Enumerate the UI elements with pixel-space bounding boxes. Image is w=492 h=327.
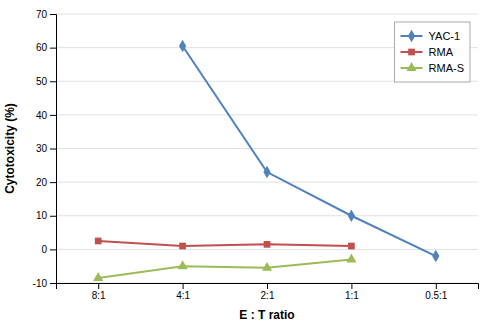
marker xyxy=(95,238,102,245)
x-tick-mark xyxy=(183,283,184,289)
y-tick: 40 xyxy=(36,110,56,121)
marker xyxy=(432,250,439,262)
marker xyxy=(264,241,271,248)
x-tick: 4:1 xyxy=(176,283,190,301)
grid xyxy=(56,14,478,283)
line xyxy=(98,241,351,246)
y-tick: 60 xyxy=(36,42,56,53)
y-tick-mark xyxy=(50,249,56,250)
y-tick-label: 40 xyxy=(36,110,48,121)
legend-item: RMA-S xyxy=(401,62,464,74)
marker xyxy=(348,210,355,222)
x-tick: 1:1 xyxy=(345,283,359,301)
x-tick-label: 2:1 xyxy=(261,290,275,301)
y-tick-mark xyxy=(50,115,56,116)
y-tick-mark xyxy=(50,48,56,49)
y-tick-mark xyxy=(50,149,56,150)
x-axis-title: E : T ratio xyxy=(239,308,294,322)
legend-item: YAC-1 xyxy=(401,30,461,42)
legend-marker xyxy=(406,62,416,71)
x-tick-mark xyxy=(436,283,437,289)
x-tick-mark xyxy=(267,283,268,289)
y-tick-mark xyxy=(50,283,56,284)
legend-label: YAC-1 xyxy=(429,30,461,42)
y-tick-label: 10 xyxy=(36,210,48,221)
grid-line xyxy=(56,114,478,115)
x-tick-mark xyxy=(351,283,352,289)
grid-line xyxy=(56,148,478,149)
y-axis-line xyxy=(50,15,57,284)
y-tick: 30 xyxy=(36,143,56,154)
y-tick: 50 xyxy=(36,76,56,87)
grid-line xyxy=(56,14,478,15)
y-tick: -10 xyxy=(33,278,56,289)
y-tick: 70 xyxy=(36,9,56,20)
y-tick-label: 70 xyxy=(36,9,48,20)
legend-label: RMA-S xyxy=(429,62,464,74)
y-tick-mark xyxy=(50,14,56,15)
marker xyxy=(348,243,355,250)
grid-line xyxy=(56,215,478,216)
x-tick-label: 0.5:1 xyxy=(425,290,448,301)
y-tick-label: 60 xyxy=(36,42,48,53)
line xyxy=(98,259,351,277)
legend-item: RMA xyxy=(401,46,454,58)
legend-label: RMA xyxy=(429,46,454,58)
grid-line xyxy=(56,182,478,183)
y-tick-label: 20 xyxy=(36,177,48,188)
marker xyxy=(93,272,103,281)
x-tick: 8:1 xyxy=(92,283,106,301)
x-tick-label: 4:1 xyxy=(176,290,190,301)
grid-line xyxy=(56,249,478,250)
x-tick: 0.5:1 xyxy=(425,283,448,301)
series-group xyxy=(93,40,439,281)
plot-area: -10 0 10 20 30 40 50 60 70 8:1 4:1 2:1 1:1 0.5:1 YAC-1… xyxy=(33,9,479,301)
legend-marker xyxy=(408,30,415,42)
y-tick-mark xyxy=(50,182,56,183)
marker xyxy=(179,243,186,250)
chart: -10 0 10 20 30 40 50 60 70 8:1 4:1 2:1 1:1 0.5:1 YAC-1… xyxy=(0,0,492,327)
y-tick-label: 30 xyxy=(36,143,48,154)
legend-box xyxy=(395,22,470,82)
x-axis-line xyxy=(57,284,479,290)
series xyxy=(93,254,356,281)
legend: YAC-1 RMA RMA-S xyxy=(395,22,470,82)
y-tick: 0 xyxy=(41,244,56,255)
marker xyxy=(179,40,186,52)
x-tick-label: 8:1 xyxy=(92,290,106,301)
y-tick-label: 50 xyxy=(36,76,48,87)
x-tick: 2:1 xyxy=(261,283,275,301)
y-tick-mark xyxy=(50,81,56,82)
y-tick-mark xyxy=(50,216,56,217)
x-tick-label: 1:1 xyxy=(345,290,359,301)
series xyxy=(95,238,355,250)
marker xyxy=(262,262,272,271)
y-tick: 10 xyxy=(36,210,56,221)
y-tick-label: 0 xyxy=(41,244,47,255)
y-axis: -10 0 10 20 30 40 50 60 70 xyxy=(33,9,57,289)
marker xyxy=(263,166,270,178)
y-tick: 20 xyxy=(36,177,56,188)
x-axis: 8:1 4:1 2:1 1:1 0.5:1 xyxy=(57,283,479,301)
legend-marker xyxy=(408,49,415,56)
x-tick-mark xyxy=(98,283,99,289)
marker xyxy=(178,260,188,269)
y-tick-label: -10 xyxy=(33,278,48,289)
y-axis-title: Cytotoxicity (%) xyxy=(3,103,17,194)
marker xyxy=(346,254,356,263)
